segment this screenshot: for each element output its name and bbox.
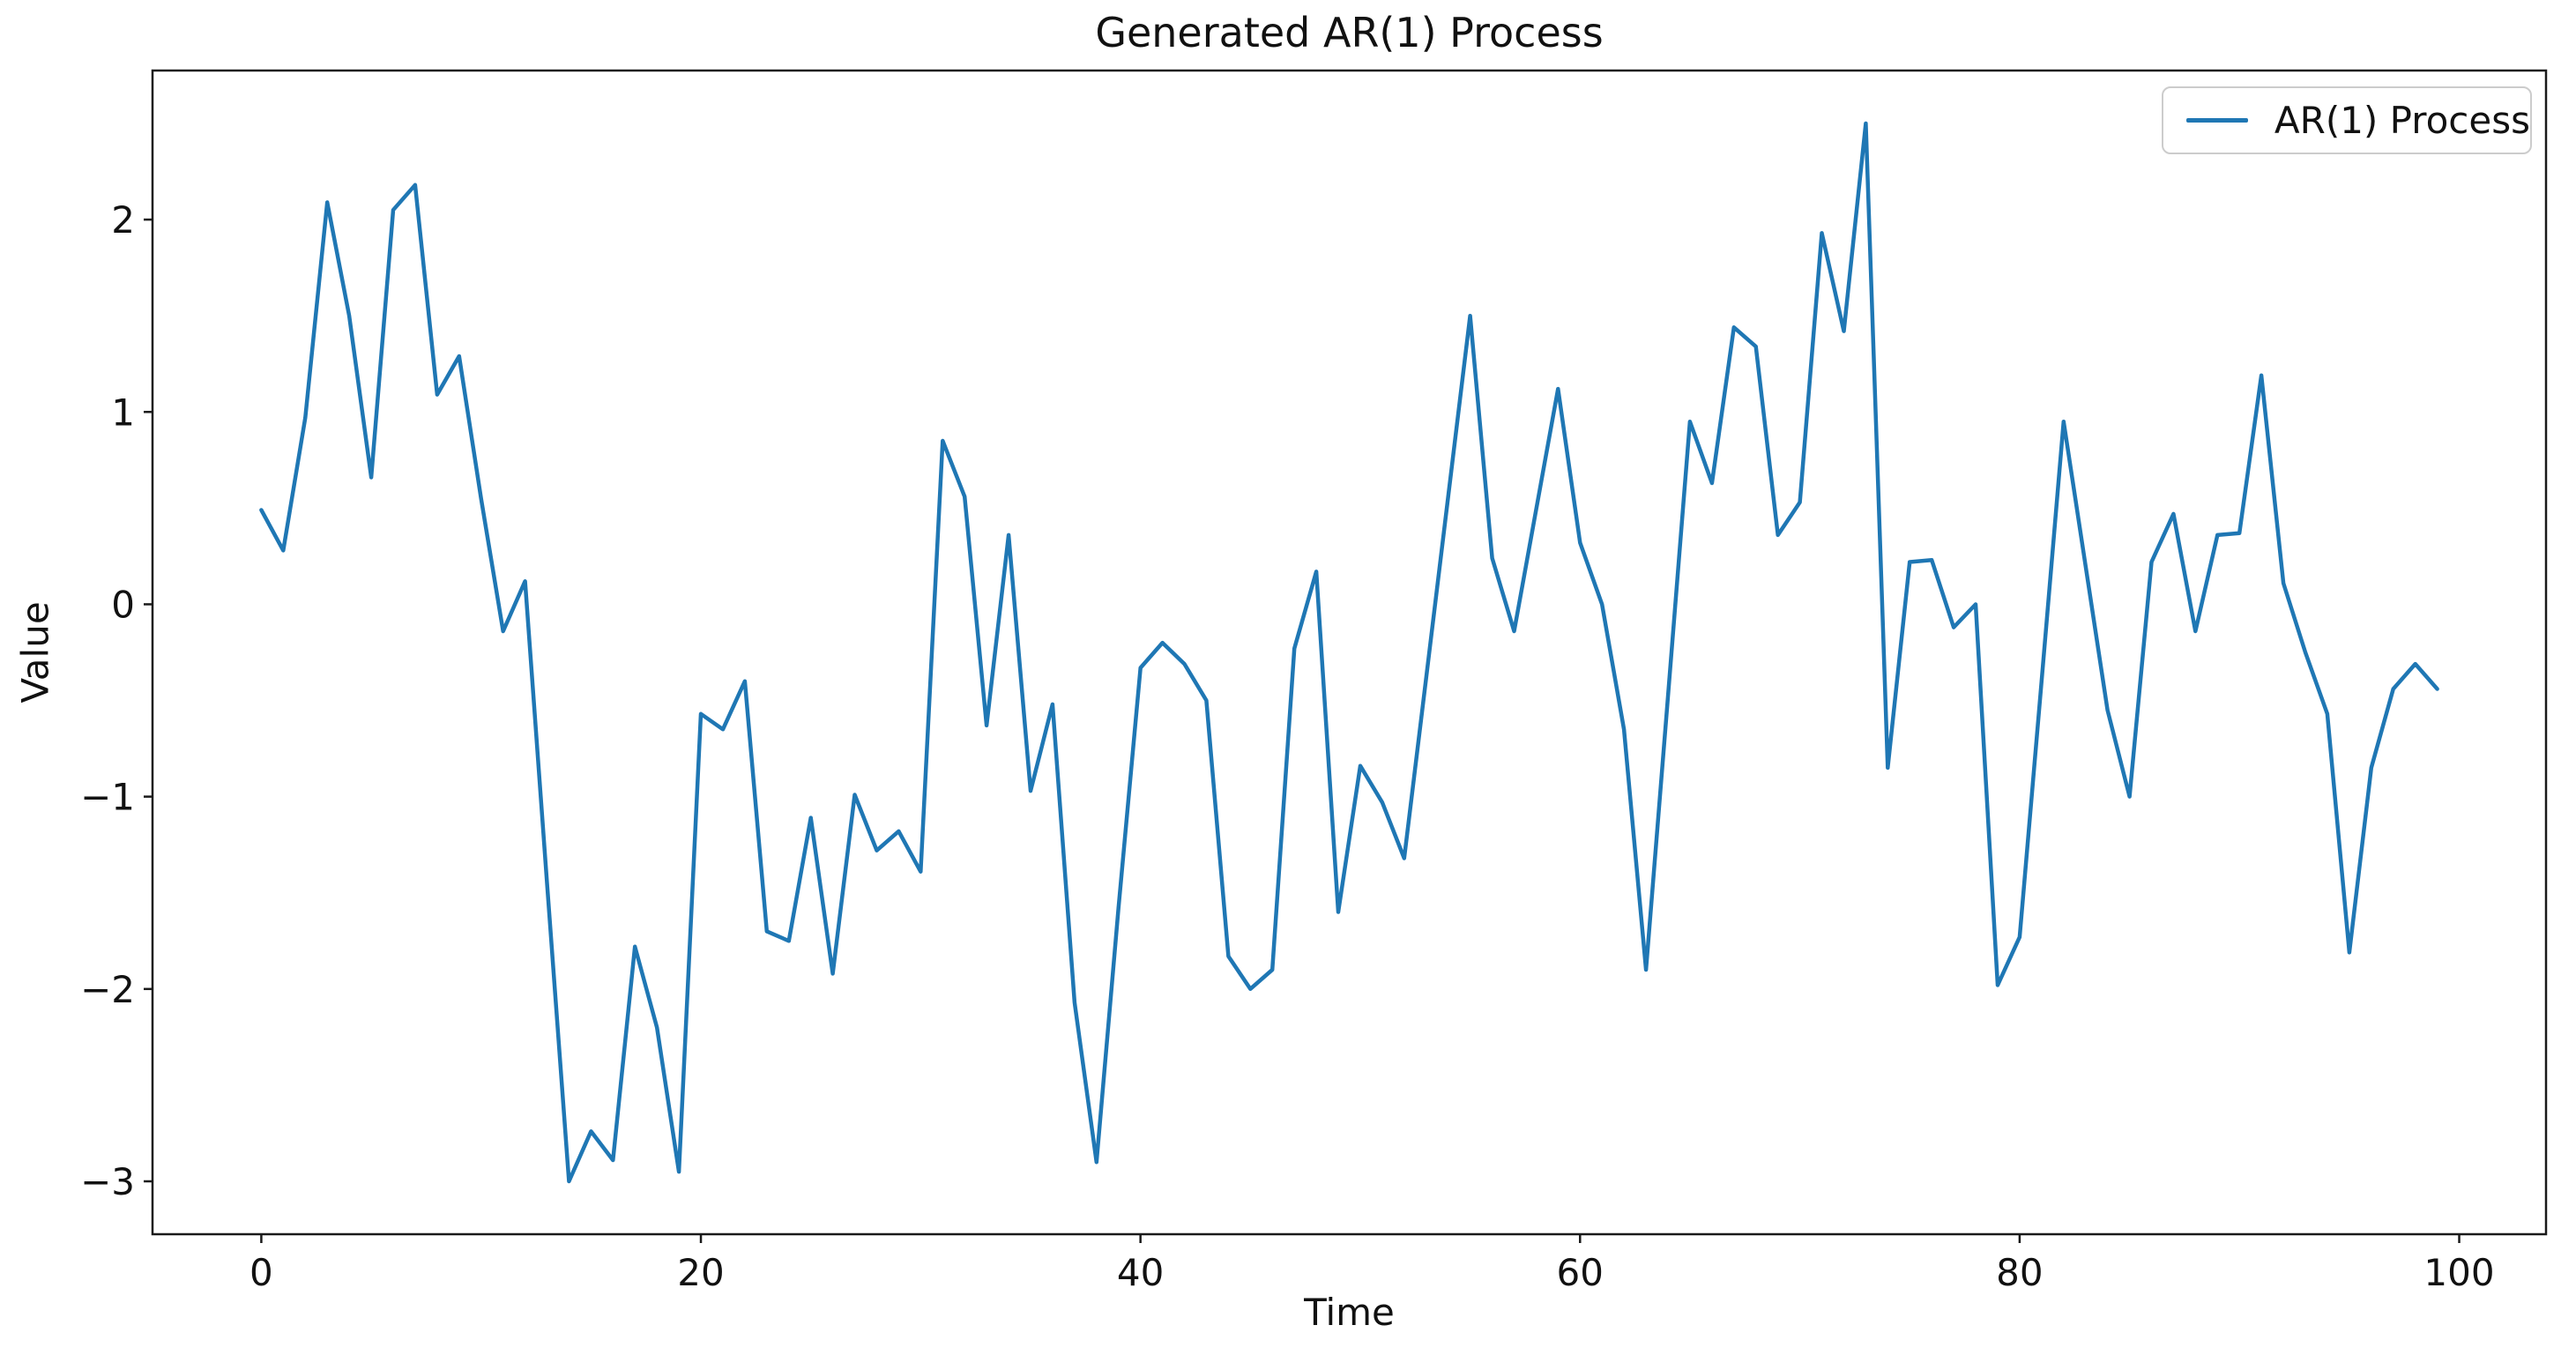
x-tick-label: 20 <box>677 1251 724 1294</box>
legend: AR(1) Process <box>2162 86 2532 154</box>
y-tick-label: −3 <box>80 1160 135 1203</box>
x-tick-label: 80 <box>1996 1251 2043 1294</box>
screen-artifact <box>2371 1329 2468 1342</box>
chart-title: Generated AR(1) Process <box>1095 9 1604 56</box>
y-tick-label: −2 <box>80 968 135 1011</box>
y-tick-label: 1 <box>111 391 135 434</box>
y-tick-label: −1 <box>80 776 135 819</box>
y-tick-label: 2 <box>111 198 135 242</box>
legend-label: AR(1) Process <box>2274 99 2530 142</box>
x-tick-label: 0 <box>249 1251 273 1294</box>
x-tick-label: 40 <box>1117 1251 1164 1294</box>
x-tick-label: 100 <box>2423 1251 2494 1294</box>
axes-spines <box>151 69 2548 1236</box>
legend-line-sample <box>2186 118 2248 123</box>
x-tick-label: 60 <box>1557 1251 1604 1294</box>
x-axis-label: Time <box>1304 1291 1395 1334</box>
ar1-process-line <box>259 121 2439 1184</box>
y-axis-label: Value <box>13 601 57 704</box>
y-tick-label: 0 <box>111 583 135 626</box>
